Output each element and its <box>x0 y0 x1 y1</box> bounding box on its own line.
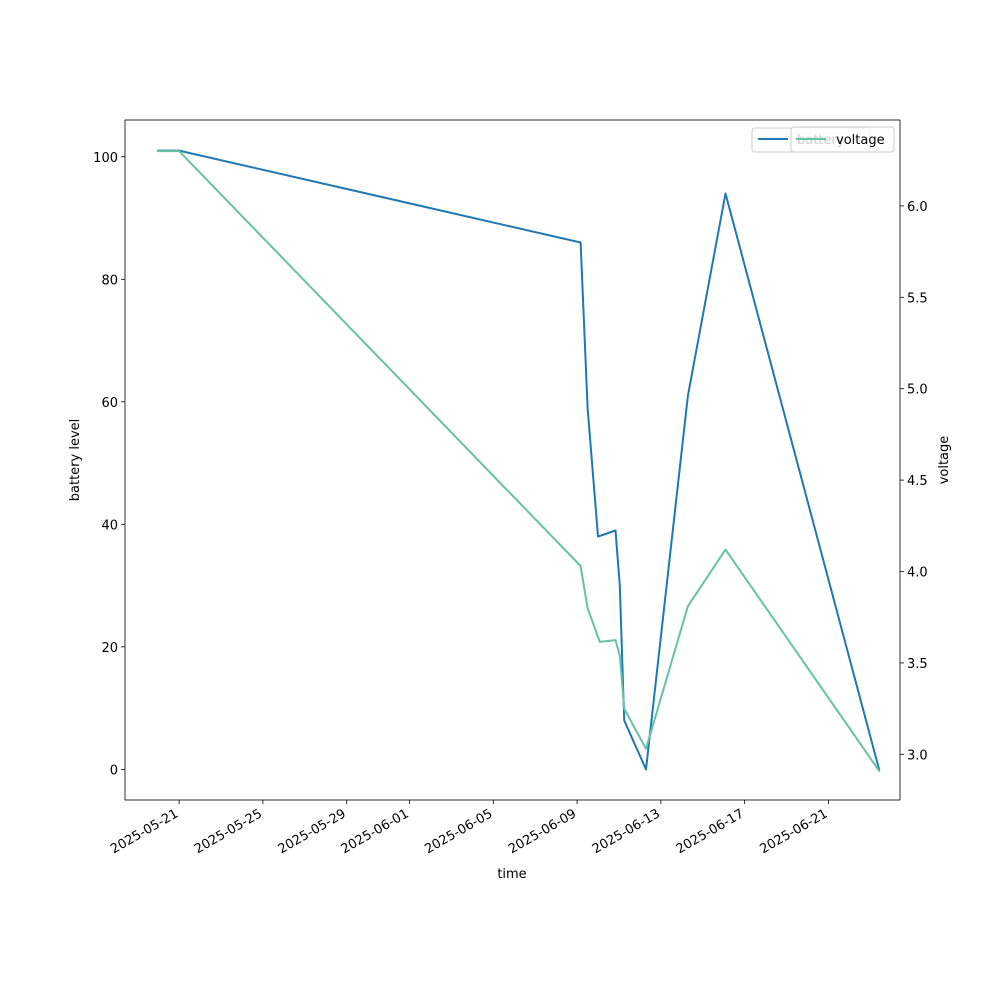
x-tick-label-8: 2025-06-21 <box>757 806 830 857</box>
x-tick-label-3: 2025-06-01 <box>339 806 412 857</box>
y-left-tick-label-4: 80 <box>101 273 118 288</box>
legend-voltage: voltage <box>790 126 895 153</box>
x-tick-label-4: 2025-06-05 <box>422 806 495 857</box>
series-line-battery <box>157 149 881 771</box>
y-axis-right: 3.0 3.5 4.0 4.5 5.0 5.5 6.0 <box>900 200 928 763</box>
y-axis-right-label: voltage <box>937 436 952 485</box>
x-axis-label: time <box>497 867 526 882</box>
y-left-tick-label-3: 60 <box>101 396 118 411</box>
x-tick-label-1: 2025-05-25 <box>192 806 265 857</box>
series-line-voltage <box>157 150 881 773</box>
y-left-tick-label-2: 40 <box>101 518 118 533</box>
x-tick-label-2: 2025-05-29 <box>276 806 349 857</box>
legend-voltage-label: voltage <box>836 133 885 148</box>
y-right-tick-label-2: 4.0 <box>907 566 928 581</box>
y-right-tick-label-1: 3.5 <box>907 657 928 672</box>
legend-voltage-box <box>790 126 895 153</box>
x-tick-label-0: 2025-05-21 <box>108 806 181 857</box>
plot-frame <box>124 119 901 801</box>
y-right-tick-label-3: 4.5 <box>907 474 928 489</box>
y-left-tick-label-0: 0 <box>110 763 118 778</box>
x-tick-label-6: 2025-06-13 <box>590 806 663 857</box>
x-tick-label-7: 2025-06-17 <box>674 806 747 857</box>
y-right-tick-label-4: 5.0 <box>907 383 928 398</box>
y-axis-left-label: battery level <box>68 419 83 502</box>
y-right-tick-label-6: 6.0 <box>907 200 928 215</box>
x-tick-label-5: 2025-06-09 <box>506 806 579 857</box>
plot-series <box>157 149 881 773</box>
y-axis-left: 0 20 40 60 80 100 <box>93 151 125 778</box>
y-left-tick-label-1: 20 <box>101 641 118 656</box>
x-axis: 2025-05-21 2025-05-25 2025-05-292025-06-01… <box>108 800 830 857</box>
y-left-tick-label-5: 100 <box>93 151 118 166</box>
y-right-tick-label-0: 3.0 <box>907 748 928 763</box>
y-right-tick-label-5: 5.5 <box>907 291 928 306</box>
